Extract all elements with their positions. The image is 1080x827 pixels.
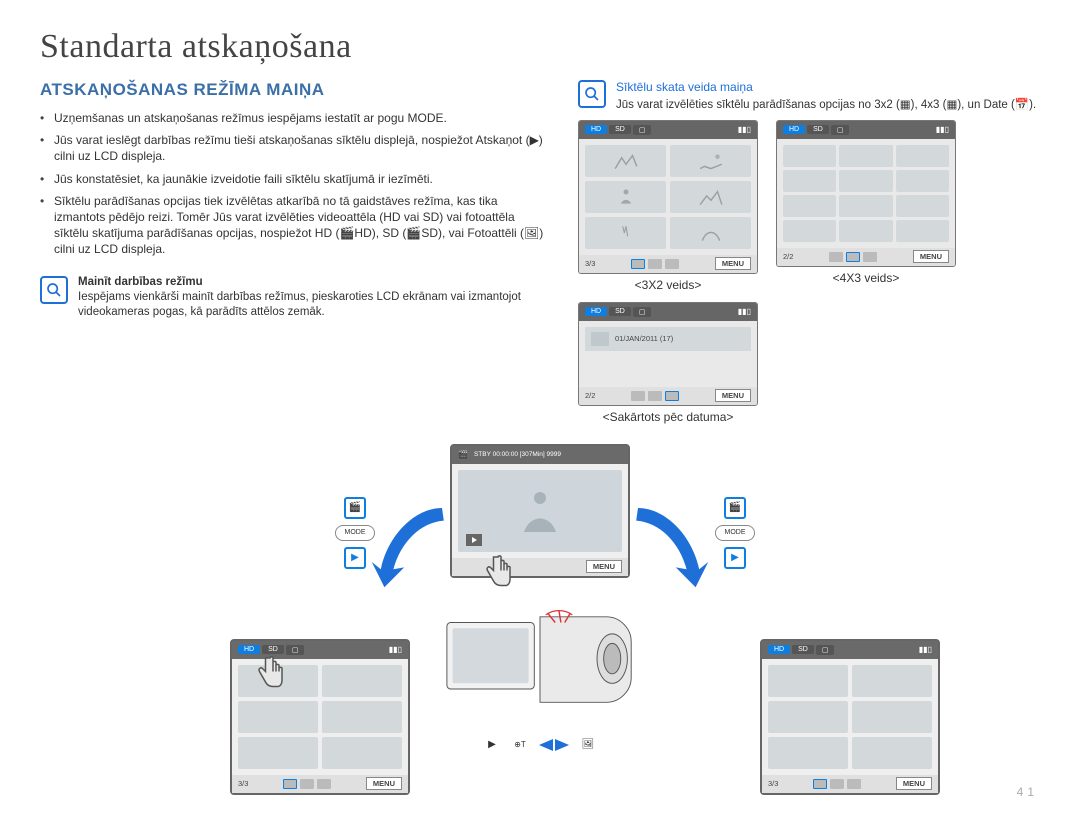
- tab-photo[interactable]: ▢: [633, 307, 652, 317]
- video-icon: 🎬: [458, 450, 468, 459]
- bullet: Uzņemšanas un atskaņošanas režīmus iespē…: [40, 110, 550, 126]
- thumbnail-view-4x3: HD SD ▢ ▮▮▯ 2/2 MENU: [776, 120, 956, 267]
- tab-hd[interactable]: HD: [585, 125, 607, 134]
- right-body: Jūs varat izvēlēties sīktēlu parādīšanas…: [616, 98, 1036, 114]
- caption-4x3: <4X3 veids>: [776, 271, 956, 285]
- lcd-record: 🎬 STBY 00:00:00 [307Min] 9999 MENU: [450, 444, 630, 578]
- thumbnail-view-3x2: HD SD ▢ ▮▮▯ 3: [578, 120, 758, 274]
- hand-icon: [480, 554, 516, 590]
- battery-icon: ▮▮▯: [738, 125, 751, 134]
- record-mode-button[interactable]: 🎬: [344, 497, 366, 519]
- page-indicator: 3/3: [585, 259, 595, 268]
- bullet: Jūs varat ieslēgt darbības režīmu tieši …: [40, 132, 550, 164]
- page-number: 41: [1017, 785, 1038, 799]
- tab-hd[interactable]: HD: [585, 307, 607, 316]
- tab-sd[interactable]: SD: [609, 125, 631, 134]
- note-box: Mainīt darbības režīmu Iespējams vienkār…: [40, 276, 550, 321]
- curved-arrow-right: [620, 499, 710, 589]
- note-title: Mainīt darbības režīmu: [78, 276, 550, 288]
- battery-icon: ▮▮▯: [936, 125, 949, 134]
- tab-hd[interactable]: HD: [783, 125, 805, 134]
- playback-tab[interactable]: [466, 534, 482, 546]
- battery-icon: ▮▮▯: [738, 307, 751, 316]
- right-mode-buttons: 🎬 MODE ▶: [715, 494, 755, 572]
- section-title: ATSKAŅOŠANAS REŽĪMA MAIŅA: [40, 80, 550, 100]
- hand-icon: [252, 655, 288, 691]
- menu-button[interactable]: MENU: [715, 257, 751, 270]
- menu-button[interactable]: MENU: [913, 250, 949, 263]
- right-title: Sīktēlu skata veida maiņa: [616, 80, 1036, 94]
- page-indicator: 2/2: [585, 391, 595, 400]
- note-body: Iespējams vienkārši mainīt darbības režī…: [78, 290, 550, 321]
- tab-sd[interactable]: SD: [807, 125, 829, 134]
- menu-button[interactable]: MENU: [715, 389, 751, 402]
- record-mode-button[interactable]: 🎬: [724, 497, 746, 519]
- magnifier-icon: [578, 80, 606, 108]
- left-mode-buttons: 🎬 MODE ▶: [335, 494, 375, 572]
- mode-change-illustration: 🎬 STBY 00:00:00 [307Min] 9999 MENU 🎬 MOD…: [40, 444, 1040, 754]
- camera-drawing: [445, 594, 635, 721]
- page-indicator: 2/2: [783, 252, 793, 261]
- status-text: STBY 00:00:00 [307Min] 9999: [474, 451, 561, 458]
- zoom-icon: ⊕T: [511, 736, 529, 754]
- bullet-list: Uzņemšanas un atskaņošanas režīmus iespē…: [40, 110, 550, 258]
- mode-button[interactable]: MODE: [335, 525, 375, 541]
- play-mode-button[interactable]: ▶: [724, 547, 746, 569]
- play-icon: ▶: [483, 736, 501, 754]
- tab-photo[interactable]: ▢: [633, 125, 652, 135]
- tab-photo[interactable]: ▢: [831, 125, 850, 135]
- left-column: ATSKAŅOŠANAS REŽĪMA MAIŅA Uzņemšanas un …: [40, 80, 550, 424]
- bullet: Jūs konstatēsiet, ka jaunākie izveidotie…: [40, 171, 550, 187]
- double-arrow-icon: [539, 739, 569, 751]
- photo-icon: 🖼: [579, 736, 597, 754]
- tab-sd[interactable]: SD: [609, 307, 631, 316]
- magnifier-icon: [40, 276, 68, 304]
- bottom-toggle: ▶ ⊕T 🖼: [483, 736, 597, 754]
- lcd-thumbnail-left: HDSD▢ ▮▮▯ 3/3 MENU: [230, 639, 410, 795]
- right-column: Sīktēlu skata veida maiņa Jūs varat izvē…: [578, 80, 1040, 424]
- date-entry: 01/JAN/2011 (17): [615, 334, 673, 343]
- bullet: Sīktēlu parādīšanas opcijas tiek izvēlēt…: [40, 193, 550, 258]
- lcd-thumbnail-right: HDSD▢ ▮▮▯ 3/3 MENU: [760, 639, 940, 795]
- caption-date: <Sakārtots pēc datuma>: [578, 410, 758, 424]
- page-title: Standarta atskaņošana: [40, 28, 1040, 66]
- caption-3x2: <3X2 veids>: [578, 278, 758, 292]
- menu-button[interactable]: MENU: [586, 560, 622, 573]
- mode-button[interactable]: MODE: [715, 525, 755, 541]
- thumbnail-view-date: HD SD ▢ ▮▮▯ 01/JAN/2011 (17) 2/2 MENU: [578, 302, 758, 406]
- curved-arrow-left: [370, 499, 460, 589]
- play-mode-button[interactable]: ▶: [344, 547, 366, 569]
